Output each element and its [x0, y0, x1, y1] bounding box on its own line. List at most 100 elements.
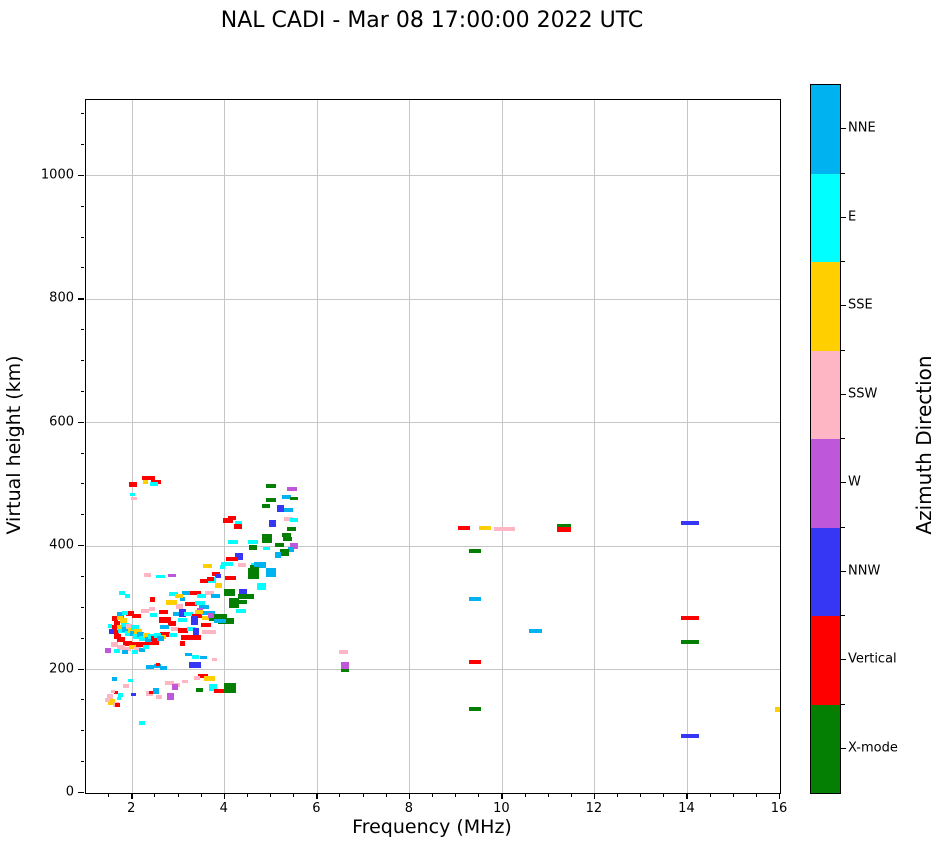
data-point	[125, 593, 131, 598]
data-point	[281, 494, 291, 499]
data-point	[105, 647, 112, 653]
y-minor-tick	[80, 205, 84, 207]
data-point	[157, 635, 165, 641]
y-major-tick	[78, 668, 84, 670]
data-point	[253, 562, 266, 568]
y-tick-label: 0	[65, 784, 74, 800]
data-point	[266, 567, 277, 577]
x-minor-tick	[732, 793, 734, 797]
x-tick-label: 6	[312, 801, 321, 816]
data-point	[224, 575, 236, 580]
data-point	[223, 518, 234, 524]
data-point	[274, 542, 284, 547]
data-point	[140, 608, 149, 613]
data-point	[159, 666, 167, 671]
data-point	[202, 616, 210, 621]
data-point	[177, 618, 187, 623]
data-point	[134, 646, 142, 651]
data-point	[129, 481, 138, 487]
data-point	[192, 627, 199, 636]
y-major-tick	[78, 298, 84, 300]
x-major-tick	[131, 793, 133, 799]
x-tick-label: 10	[493, 801, 510, 816]
y-minor-tick	[80, 730, 84, 732]
x-major-tick	[408, 793, 411, 799]
y-tick-label: 200	[49, 661, 74, 677]
data-point	[195, 609, 204, 614]
data-point	[139, 641, 149, 647]
data-point	[191, 613, 202, 618]
data-point	[197, 673, 208, 678]
colorbar-boundary-tick	[841, 703, 845, 705]
gridline-x-6	[316, 100, 318, 793]
y-tick-label: 1000	[40, 167, 74, 183]
data-point	[227, 539, 238, 544]
data-point	[190, 591, 202, 596]
data-point	[139, 720, 146, 725]
data-point	[281, 533, 291, 538]
data-point	[142, 633, 150, 639]
data-point	[136, 631, 144, 637]
data-point	[468, 659, 481, 664]
colorbar-label-E: E	[848, 209, 857, 225]
data-point	[142, 478, 148, 484]
colorbar-segment-E	[811, 173, 840, 262]
x-major-tick	[223, 793, 226, 799]
data-point	[529, 629, 543, 634]
data-point	[116, 615, 123, 620]
data-point	[287, 527, 297, 532]
x-minor-tick	[709, 793, 711, 797]
data-point	[118, 629, 126, 634]
data-point	[121, 649, 128, 654]
data-point	[158, 617, 171, 624]
data-point	[138, 647, 145, 652]
y-minor-tick	[80, 267, 84, 269]
data-point	[283, 508, 293, 513]
data-point	[116, 644, 125, 650]
data-point	[164, 681, 174, 686]
data-point	[214, 618, 227, 623]
data-point	[248, 544, 257, 550]
data-point	[239, 599, 248, 604]
plot-area	[85, 99, 781, 794]
data-point	[214, 688, 225, 693]
data-point	[160, 631, 171, 637]
gridline-x-8	[409, 100, 411, 793]
data-point	[151, 636, 160, 642]
colorbar-label-SSE: SSE	[848, 297, 873, 313]
data-point	[556, 526, 571, 532]
x-major-tick	[686, 793, 688, 799]
data-point	[156, 694, 163, 699]
data-point	[124, 646, 132, 651]
y-minor-tick	[80, 360, 84, 362]
x-major-tick	[316, 793, 318, 799]
x-major-tick	[779, 793, 781, 799]
colorbar-boundary-tick	[841, 438, 845, 439]
data-point	[119, 591, 126, 596]
data-point	[144, 572, 152, 577]
data-point	[234, 552, 243, 560]
colorbar-tick	[841, 659, 846, 661]
data-point	[219, 564, 225, 569]
data-point	[149, 482, 158, 487]
gridline-y-200	[86, 669, 780, 671]
data-point	[239, 588, 248, 596]
data-point	[171, 684, 178, 691]
data-point	[122, 626, 130, 632]
data-point	[282, 537, 292, 542]
data-point	[179, 609, 187, 618]
data-point	[209, 683, 218, 691]
data-point	[262, 534, 273, 544]
data-point	[247, 568, 259, 580]
y-minor-tick	[80, 606, 84, 608]
colorbar-boundary-tick	[841, 526, 845, 528]
colorbar-tick	[841, 305, 846, 307]
x-minor-tick	[640, 793, 642, 797]
data-point	[148, 607, 155, 612]
y-minor-tick	[80, 576, 84, 578]
data-point	[155, 662, 160, 666]
data-point	[214, 573, 221, 578]
data-point	[182, 680, 188, 684]
data-point	[105, 698, 111, 703]
